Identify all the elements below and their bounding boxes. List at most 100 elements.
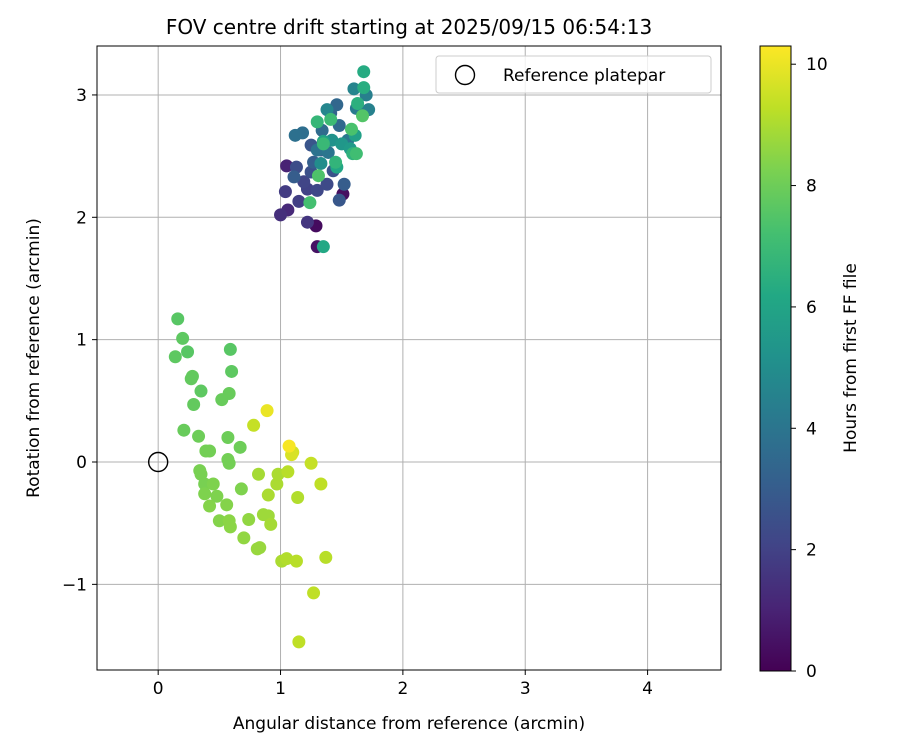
data-point — [252, 467, 266, 481]
data-point — [314, 156, 328, 170]
data-point — [330, 98, 344, 112]
legend: Reference platepar — [435, 55, 712, 94]
colorbar-ticks: 0 2 4 6 8 10 — [791, 55, 828, 682]
data-point — [212, 514, 226, 528]
x-tick-label: 1 — [275, 679, 286, 699]
chart-title: FOV centre drift starting at 2025/09/15 … — [166, 15, 652, 39]
data-point — [177, 423, 191, 437]
data-point — [194, 467, 208, 481]
data-point — [280, 159, 294, 173]
data-point — [292, 194, 306, 208]
y-tick-label: −1 — [62, 575, 87, 595]
data-point — [349, 147, 363, 161]
data-point — [203, 499, 217, 513]
data-point — [242, 513, 256, 527]
data-point — [311, 169, 325, 183]
data-point — [264, 517, 278, 531]
plot-frame — [96, 45, 722, 671]
data-point — [237, 531, 251, 545]
data-point — [261, 488, 275, 502]
legend-box — [435, 55, 712, 94]
y-tick-label: 2 — [76, 208, 87, 228]
data-point — [253, 541, 267, 555]
data-point — [316, 137, 330, 151]
data-point — [171, 312, 185, 326]
data-point — [310, 183, 324, 197]
data-point — [351, 97, 365, 111]
x-axis-label: Angular distance from reference (arcmin) — [233, 714, 585, 734]
data-point — [288, 128, 302, 142]
data-point — [225, 364, 239, 378]
data-point — [194, 384, 208, 398]
data-point — [176, 331, 190, 345]
data-point — [291, 490, 305, 504]
data-point — [168, 350, 182, 364]
data-point — [233, 440, 247, 454]
data-point — [320, 177, 334, 191]
data-point — [357, 65, 371, 79]
data-point — [221, 431, 235, 445]
data-point — [287, 170, 301, 184]
data-point — [206, 477, 220, 491]
data-point — [234, 482, 248, 496]
data-point — [320, 103, 334, 117]
data-point — [282, 439, 296, 453]
data-point — [337, 177, 351, 191]
x-tick-label: 0 — [153, 679, 164, 699]
data-point — [215, 393, 229, 407]
grid — [97, 46, 721, 670]
data-point — [303, 196, 317, 210]
data-point — [319, 550, 333, 564]
data-point — [271, 467, 285, 481]
data-point — [274, 208, 288, 222]
y-tick-label: 0 — [76, 453, 87, 473]
data-point — [314, 477, 328, 491]
data-point — [292, 635, 306, 649]
data-point — [185, 369, 199, 383]
data-point — [357, 81, 371, 95]
x-tick-label: 4 — [642, 679, 653, 699]
data-point — [304, 456, 318, 470]
colorbar-tick-label: 2 — [806, 541, 817, 561]
y-tick-label: 3 — [76, 86, 87, 106]
data-point — [198, 487, 212, 501]
data-point — [247, 418, 261, 432]
data-point — [329, 155, 343, 169]
colorbar-label: Hours from first FF file — [841, 263, 861, 453]
data-point — [260, 404, 274, 418]
colorbar-tick-label: 10 — [806, 55, 828, 75]
data-point — [316, 240, 330, 254]
y-tick-label: 1 — [76, 331, 87, 351]
data-point — [356, 109, 370, 123]
data-point — [181, 345, 195, 359]
colorbar-tick-label: 8 — [806, 177, 817, 197]
data-point — [187, 397, 201, 411]
legend-marker — [454, 64, 476, 86]
data-point — [347, 82, 361, 96]
data-point — [332, 193, 346, 207]
colorbar-tick-label: 0 — [806, 662, 817, 682]
data-point — [223, 342, 237, 356]
data-point — [297, 175, 311, 189]
data-point — [192, 429, 206, 443]
data-point — [280, 552, 294, 566]
data-point — [289, 554, 303, 568]
data-point — [270, 477, 284, 491]
data-point — [278, 185, 292, 199]
colorbar-tick-label: 4 — [806, 419, 817, 439]
reference-point — [147, 451, 169, 473]
data-point — [344, 122, 358, 136]
colorbar: 0 2 4 6 8 10 Hours from first FF file — [759, 45, 861, 682]
data-point — [300, 215, 314, 229]
colorbar-gradient — [759, 45, 792, 672]
x-axis-ticks: 0 1 2 3 4 — [153, 670, 653, 699]
data-point — [223, 520, 237, 534]
y-axis-label: Rotation from reference (arcmin) — [24, 218, 44, 498]
legend-entry: Reference platepar — [503, 66, 665, 86]
data-point — [310, 115, 324, 129]
x-tick-label: 3 — [520, 679, 531, 699]
x-tick-label: 2 — [397, 679, 408, 699]
data-points — [168, 65, 376, 649]
data-point — [222, 456, 236, 470]
